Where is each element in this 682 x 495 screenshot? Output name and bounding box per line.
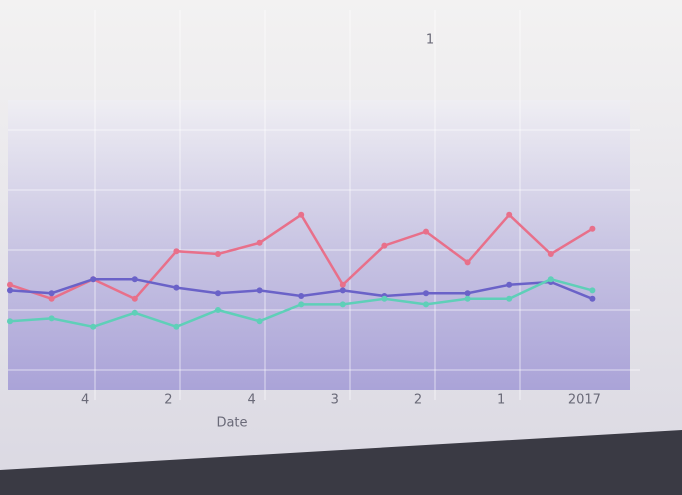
x-axis-label: Date <box>216 416 247 431</box>
point <box>215 290 221 296</box>
point <box>589 226 595 232</box>
point <box>298 212 304 218</box>
point <box>298 293 304 299</box>
point <box>132 276 138 282</box>
x-tick-label: 1 <box>497 393 505 408</box>
x-tick-label: 2 <box>164 393 172 408</box>
point <box>423 301 429 307</box>
x-tick-label: 4 <box>81 393 89 408</box>
point <box>548 251 554 257</box>
point <box>132 296 138 302</box>
point <box>7 287 13 293</box>
point <box>465 259 471 265</box>
point <box>49 290 55 296</box>
point <box>90 276 96 282</box>
point <box>423 229 429 235</box>
point <box>423 290 429 296</box>
point <box>257 318 263 324</box>
point <box>340 282 346 288</box>
point <box>173 248 179 254</box>
point <box>90 324 96 330</box>
point <box>589 287 595 293</box>
chart: 1 Date 4 2 4 3 2 1 2017 <box>0 0 682 495</box>
point <box>340 301 346 307</box>
point <box>381 243 387 249</box>
point <box>49 296 55 302</box>
point <box>506 282 512 288</box>
point <box>298 301 304 307</box>
point <box>215 251 221 257</box>
point <box>173 324 179 330</box>
point <box>257 240 263 246</box>
point <box>589 296 595 302</box>
point <box>506 212 512 218</box>
point <box>132 310 138 316</box>
annotation: 1 <box>426 33 434 48</box>
page: 1 Date 4243212017 (() => { const data = … <box>0 0 682 495</box>
x-tick-label: 2017 <box>568 393 601 408</box>
x-tick-label: 2 <box>414 393 422 408</box>
point <box>340 287 346 293</box>
point <box>49 315 55 321</box>
point <box>506 296 512 302</box>
point <box>465 296 471 302</box>
x-tick-label: 3 <box>331 393 339 408</box>
point <box>7 282 13 288</box>
point <box>173 285 179 291</box>
point <box>7 318 13 324</box>
point <box>215 307 221 313</box>
point <box>548 276 554 282</box>
x-tick-label: 4 <box>247 393 255 408</box>
point <box>465 290 471 296</box>
point <box>381 296 387 302</box>
point <box>257 287 263 293</box>
